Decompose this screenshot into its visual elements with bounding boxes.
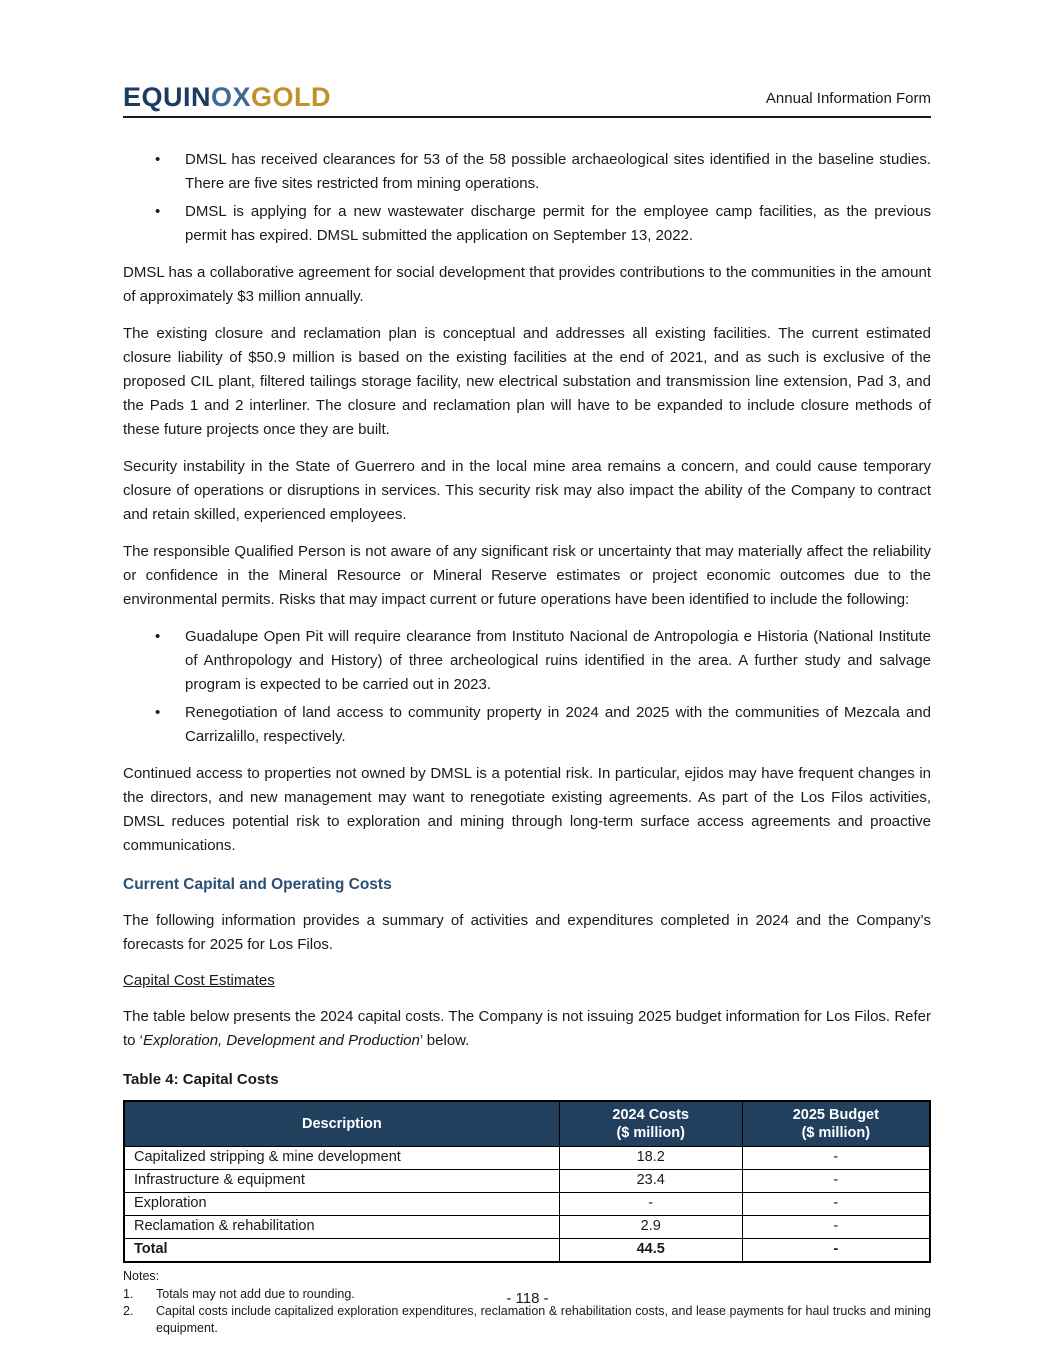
bullet-icon: • [155, 704, 161, 721]
paragraph-security: Security instability in the State of Gue… [123, 458, 931, 523]
list-item: • DMSL has received clearances for 53 of … [123, 148, 931, 196]
cell-description: Total [123, 1238, 560, 1263]
paragraph-section-intro: The following information provides a sum… [123, 912, 931, 953]
cell-2025-budget: - [741, 1146, 931, 1170]
list-item: • Guadalupe Open Pit will require clearan… [123, 625, 931, 697]
cell-2024-costs: 44.5 [558, 1238, 743, 1263]
column-header-2025-budget: 2025 Budget ($ million) [741, 1100, 931, 1147]
cell-description: Reclamation & rehabilitation [123, 1215, 560, 1239]
table-total-row: Total 44.5 - [123, 1238, 931, 1263]
document-title: Annual Information Form [765, 90, 931, 107]
cell-2024-costs: 23.4 [558, 1169, 743, 1193]
list-item: • DMSL is applying for a new wastewater d… [123, 200, 931, 248]
table-notes: Notes: 1. Totals may not add due to roun… [123, 1268, 931, 1337]
equinox-gold-logo: EQUINOXGOLD [123, 84, 331, 111]
logo-text-equin: EQUIN [123, 82, 212, 112]
note-text: Totals may not add due to rounding. [156, 1287, 355, 1301]
cell-2025-budget: - [741, 1169, 931, 1193]
column-header-line1: 2024 Costs [612, 1107, 689, 1123]
column-header-line2: ($ million) [801, 1125, 871, 1141]
bullet-text: Renegotiation of land access to communit… [185, 704, 931, 745]
list-item: • Renegotiation of land access to communi… [123, 701, 931, 749]
table-caption: Table 4: Capital Costs [123, 1071, 279, 1088]
column-header-line1: 2025 Budget [792, 1107, 879, 1123]
table-intro-prefix: The table below presents the 2024 capita… [123, 1008, 931, 1049]
bullet-icon: • [155, 203, 161, 220]
subheading-capital-cost-estimates: Capital Cost Estimates [123, 972, 275, 989]
table-header-row: Description 2024 Costs ($ million) 2025 B… [123, 1100, 931, 1147]
bullet-list-risks: • Guadalupe Open Pit will require clearan… [123, 625, 931, 749]
cell-description: Exploration [123, 1192, 560, 1216]
cell-2025-budget: - [741, 1215, 931, 1239]
table-intro-suffix: ’ below. [419, 1032, 470, 1049]
column-header-2024-costs: 2024 Costs ($ million) [558, 1100, 743, 1147]
logo-text-ox: OX [211, 82, 252, 112]
table-row: Reclamation & rehabilitation 2.9 - [123, 1215, 931, 1239]
bullet-text: DMSL is applying for a new wastewater di… [185, 203, 931, 244]
paragraph-collaborative-agreement: DMSL has a collaborative agreement for s… [123, 264, 931, 305]
cell-2024-costs: 2.9 [558, 1215, 743, 1239]
column-header-description: Description [123, 1100, 560, 1147]
column-header-line2: ($ million) [616, 1125, 685, 1141]
table-row: Infrastructure & equipment 23.4 - [123, 1169, 931, 1193]
paragraph-continued-access: Continued access to properties not owned… [123, 765, 931, 854]
table-row: Exploration - - [123, 1192, 931, 1216]
page-number: - 118 - [506, 1290, 549, 1307]
bullet-icon: • [155, 151, 161, 168]
paragraph-closure-plan: The existing closure and reclamation pla… [123, 325, 931, 438]
table-intro-italic: Exploration, Development and Production [143, 1032, 420, 1049]
table-row: Capitalized stripping & mine development… [123, 1146, 931, 1170]
note-item: 2. Capital costs include capitalized exp… [123, 1303, 931, 1337]
bullet-text: Guadalupe Open Pit will require clearanc… [185, 628, 931, 693]
capital-costs-table: Description 2024 Costs ($ million) 2025 B… [123, 1100, 931, 1263]
note-text: Capital costs include capitalized explor… [156, 1304, 931, 1335]
bullet-text: DMSL has received clearances for 53 of t… [185, 151, 931, 192]
note-item: 1. Totals may not add due to rounding. [123, 1286, 931, 1303]
cell-2024-costs: 18.2 [558, 1146, 743, 1170]
cell-2025-budget: - [741, 1192, 931, 1216]
document-body: • DMSL has received clearances for 53 of … [123, 118, 931, 1337]
paragraph-qualified-person: The responsible Qualified Person is not … [123, 543, 931, 608]
notes-label: Notes: [123, 1269, 160, 1283]
paragraph-table-intro: The table below presents the 2024 capita… [123, 1005, 931, 1053]
note-number: 2. [123, 1304, 134, 1318]
page-header: EQUINOXGOLD Annual Information Form [123, 84, 931, 118]
logo-text-gold: GOLD [251, 82, 332, 112]
bullet-icon: • [155, 628, 161, 645]
cell-description: Infrastructure & equipment [123, 1169, 560, 1193]
cell-2025-budget: - [741, 1238, 931, 1263]
section-heading-capital-costs: Current Capital and Operating Costs [123, 876, 392, 893]
cell-description: Capitalized stripping & mine development [123, 1146, 560, 1170]
cell-2024-costs: - [558, 1192, 743, 1216]
bullet-list-permits: • DMSL has received clearances for 53 of … [123, 148, 931, 248]
note-number: 1. [123, 1287, 134, 1301]
